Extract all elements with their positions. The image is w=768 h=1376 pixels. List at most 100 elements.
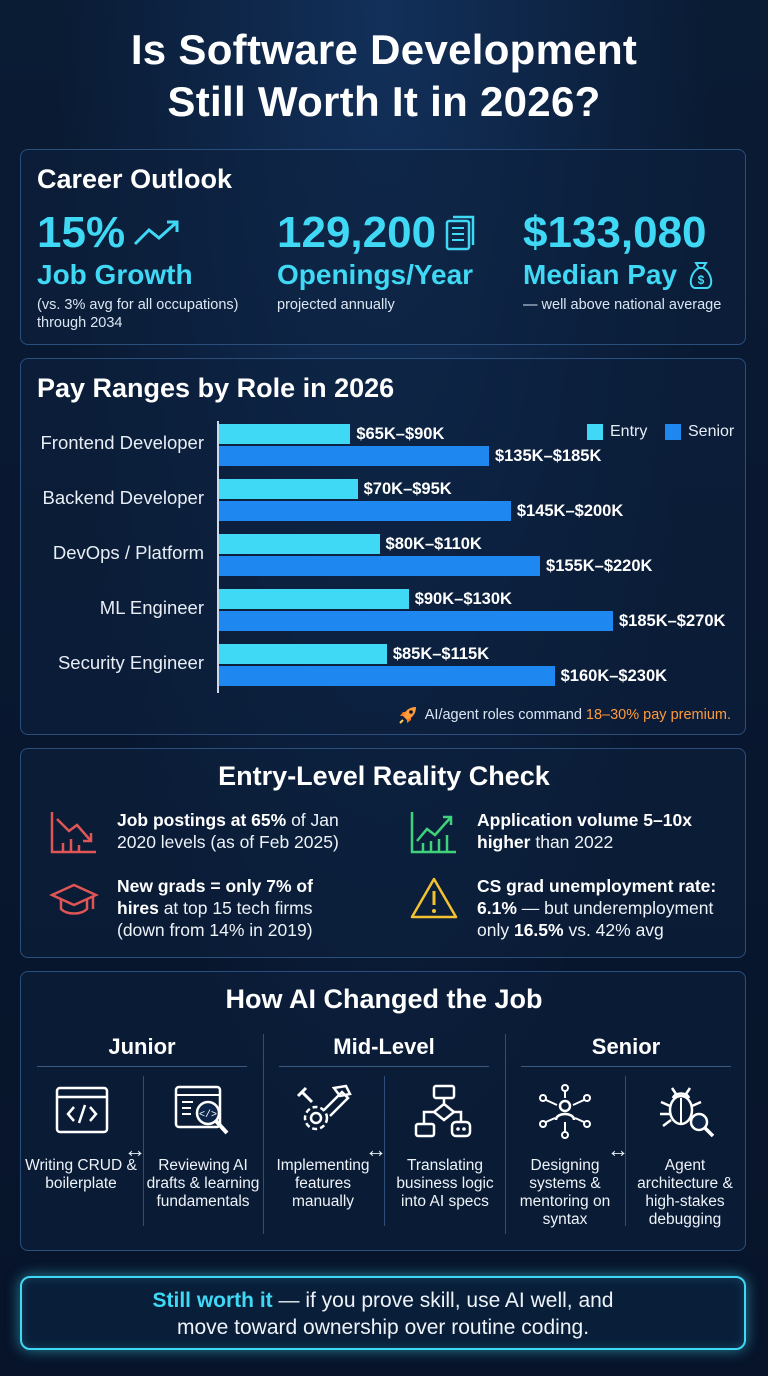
warning-icon [410, 877, 458, 919]
task-senior-before: Designing systems & mentoring on syntax [519, 1157, 611, 1228]
document-icon [445, 215, 475, 251]
stat-sub-2: through 2034 [37, 315, 123, 331]
fact-bold-2: hires [117, 898, 159, 918]
pay-note: AI/agent roles command 18–30% pay premiu… [397, 704, 731, 726]
stat-label: Openings/Year [277, 259, 474, 290]
network-person-icon [539, 1084, 591, 1139]
task-senior-after: Agent architecture & high-stakes debuggi… [637, 1157, 733, 1228]
category-label: DevOps / Platform [52, 542, 204, 563]
stat-sub-1: (vs. 3% avg for all occupations) [37, 297, 239, 313]
ai-changes-panel: How AI Changed the Job Junior Mid-Level … [20, 971, 746, 1251]
column-underline [37, 1066, 247, 1067]
bar-entry [219, 534, 380, 554]
bar-label-entry: $65K–$90K [356, 425, 445, 443]
career-outlook-title: Career Outlook [37, 164, 233, 194]
code-window-icon [55, 1086, 109, 1134]
trend-up-icon [134, 220, 179, 246]
category-label: ML Engineer [99, 597, 204, 618]
bar-senior [219, 611, 613, 631]
stat-label: Job Growth [37, 259, 193, 290]
task-divider [625, 1076, 626, 1226]
bug-magnifier-icon [660, 1087, 715, 1138]
bar-label-senior: $155K–$220K [546, 557, 653, 575]
arrow-senior: ↔ [607, 1137, 629, 1162]
legend-swatch-senior [665, 424, 681, 440]
chart-axis [217, 421, 219, 693]
fact-bold-2: higher [477, 832, 531, 852]
bar-label-senior: $135K–$185K [494, 447, 602, 465]
stat-label: Median Pay [523, 259, 678, 290]
fact-application-volume: Application volume 5–10x higher than 202… [409, 809, 692, 855]
callout-line-1: — if you prove skill, use AI well, and [272, 1289, 614, 1312]
bar-label-entry: $70K–$95K [363, 480, 452, 498]
title-line-1: Is Software Development [130, 26, 638, 73]
fact-job-postings: Job postings at 65% of Jan 2020 levels (… [49, 809, 339, 855]
bar-entry [219, 479, 358, 499]
page-title: Is Software Development Still Worth It i… [0, 24, 768, 128]
fact-unemployment: CS grad unemployment rate: 6.1% — but un… [409, 875, 716, 941]
bar-senior [219, 446, 489, 466]
fact-bold: Job postings at 65% [117, 810, 287, 830]
arrow-junior: ↔ [124, 1137, 146, 1162]
fact-new-grads: New grads = only 7% of hires at top 15 t… [49, 875, 313, 941]
conclusion-callout: Still worth it — if you prove skill, use… [20, 1276, 746, 1350]
rising-chart-icon [410, 812, 456, 854]
reality-check-title: Entry-Level Reality Check [218, 761, 550, 791]
ai-changes-title: How AI Changed the Job [225, 984, 543, 1014]
stat-value: $133,080 [523, 208, 707, 257]
title-line-2: Still Worth It in 2026? [167, 78, 601, 125]
legend-entry: Entry [587, 423, 647, 441]
legend-senior: Senior [665, 423, 734, 441]
task-divider [143, 1076, 144, 1226]
tools-gear-icon [296, 1084, 352, 1131]
bar-senior [219, 501, 511, 521]
fact-line-3: vs. 42% avg [563, 920, 664, 940]
category-label: Backend Developer [42, 487, 204, 508]
reality-check-panel: Entry-Level Reality Check Job postings a… [20, 748, 746, 958]
stat-median-pay: $133,080 Median Pay $ — well above natio… [523, 208, 721, 314]
callout-highlight: Still worth it [152, 1289, 273, 1312]
bar-label-senior: $160K–$230K [560, 667, 668, 685]
fact-line-2: 2020 levels (as of Feb 2025) [117, 832, 339, 852]
fact-line-2: than 2022 [530, 832, 614, 852]
fact-bold-3: 16.5% [513, 920, 564, 940]
svg-text:</>: </> [199, 1109, 217, 1121]
column-head-mid: Mid-Level [333, 1034, 435, 1059]
column-divider [505, 1034, 506, 1234]
legend-label-entry: Entry [610, 423, 648, 440]
task-mid-before: Implementing features manually [276, 1157, 370, 1210]
bar-label-entry: $90K–$130K [414, 590, 512, 608]
category-label: Frontend Developer [40, 432, 204, 453]
pay-note-highlight: 18–30% pay premium. [585, 707, 731, 723]
task-junior-before: Writing CRUD & boilerplate [25, 1157, 137, 1192]
arrow-mid: ↔ [365, 1137, 387, 1162]
pay-ranges-panel: Pay Ranges by Role in 2026 Entry Senior … [20, 358, 746, 735]
bar-entry [219, 644, 387, 664]
category-label: Security Engineer [57, 652, 204, 673]
stat-openings: 129,200 Openings/Year projected annually [277, 208, 478, 314]
task-mid-after: Translating business logic into AI specs [396, 1157, 494, 1210]
fact-bold: CS grad unemployment rate: [477, 876, 717, 896]
column-head-junior: Junior [108, 1034, 176, 1059]
code-magnifier-icon: </> [174, 1085, 229, 1135]
legend-label-senior: Senior [688, 423, 735, 440]
bar-label-senior: $185K–$270K [619, 612, 726, 630]
legend-swatch-entry [587, 424, 603, 440]
fact-line-2: — but underemployment [516, 898, 714, 918]
stat-sub-1: — well above national average [523, 297, 722, 313]
fact-bold-2: 6.1% [477, 898, 517, 918]
column-underline [521, 1066, 731, 1067]
column-head-senior: Senior [591, 1034, 661, 1059]
fact-bold: Application volume 5–10x [477, 810, 692, 830]
bar-senior [219, 556, 541, 576]
bar-label-entry: $85K–$115K [392, 645, 490, 663]
stat-value: 129,200 [277, 208, 437, 257]
fact-bold: New grads = only 7% of [117, 876, 313, 896]
career-outlook-panel: Career Outlook 15% Job Growth (vs. 3% av… [20, 149, 746, 345]
svg-text:$: $ [698, 273, 705, 287]
column-underline [279, 1066, 489, 1067]
task-divider [384, 1076, 385, 1226]
flowchart-robot-icon [414, 1084, 472, 1138]
fact-line-3: (down from 14% in 2019) [117, 920, 313, 940]
fact-line-2: at top 15 tech firms [158, 898, 313, 918]
